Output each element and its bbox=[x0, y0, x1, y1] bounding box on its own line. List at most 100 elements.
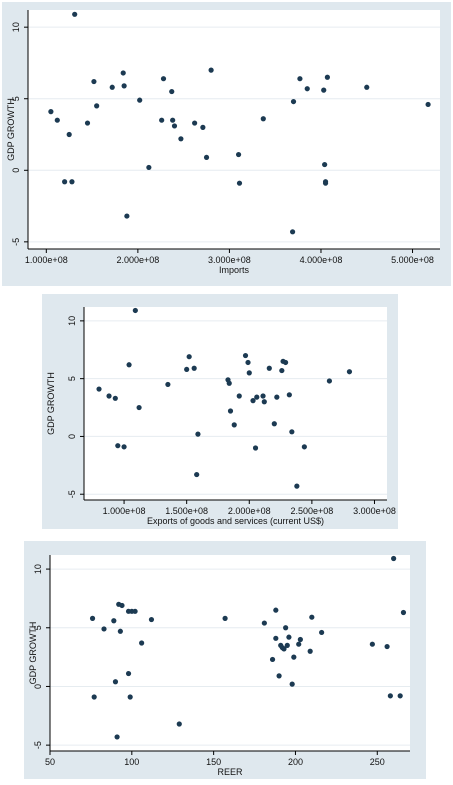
data-point bbox=[184, 366, 190, 373]
data-point bbox=[271, 421, 277, 427]
chart-panel-imports: -5 0 5 10 1.000e+08 2.000e+08 3.000e+08 4.000e+… bbox=[2, 2, 451, 286]
data-point bbox=[121, 444, 127, 450]
data-point bbox=[231, 422, 237, 428]
data-point bbox=[72, 11, 78, 17]
data-point bbox=[400, 609, 407, 616]
data-point bbox=[273, 635, 279, 641]
data-point bbox=[121, 83, 127, 89]
data-point bbox=[282, 359, 289, 366]
data-point bbox=[384, 643, 390, 650]
data-point bbox=[227, 408, 234, 414]
data-point bbox=[165, 381, 171, 388]
data-point bbox=[289, 681, 295, 687]
data-point bbox=[301, 444, 307, 450]
data-point bbox=[132, 608, 138, 614]
data-point bbox=[291, 654, 297, 660]
x-tick-label: 5.000e+08 bbox=[391, 255, 434, 265]
data-point bbox=[208, 67, 214, 73]
data-point bbox=[297, 76, 303, 82]
y-tick-label: -5 bbox=[33, 741, 43, 749]
y-axis-title: GDP GROWTH bbox=[46, 372, 56, 435]
data-point bbox=[132, 307, 138, 314]
data-point bbox=[425, 101, 431, 108]
y-tick-label: 10 bbox=[11, 22, 21, 32]
y-tick-label: 0 bbox=[33, 684, 43, 689]
data-point bbox=[319, 629, 325, 636]
data-point bbox=[391, 555, 397, 562]
y-tick-label: 0 bbox=[67, 434, 77, 439]
data-point bbox=[322, 161, 328, 168]
data-point bbox=[276, 673, 282, 679]
data-point bbox=[286, 392, 292, 398]
data-point bbox=[146, 164, 152, 171]
chart-imports: -5 0 5 10 1.000e+08 2.000e+08 3.000e+08 4.000e+… bbox=[6, 10, 440, 275]
y-axis-title: GDP GROWTH bbox=[28, 622, 38, 685]
data-point bbox=[297, 636, 303, 643]
data-point bbox=[322, 179, 329, 185]
data-point bbox=[273, 607, 279, 613]
y-tick-label: 5 bbox=[67, 376, 77, 381]
y-tick-label: 10 bbox=[67, 316, 77, 326]
chart-reer: -5 0 5 10 50 100 150 200 250 REER GDP GROWTH bbox=[28, 555, 410, 777]
data-point bbox=[91, 694, 97, 700]
data-point bbox=[274, 394, 280, 400]
x-tick-label: 1.000e+08 bbox=[103, 506, 146, 516]
data-point bbox=[296, 641, 302, 647]
data-point bbox=[171, 123, 178, 129]
y-tick-label: -5 bbox=[67, 490, 77, 498]
x-tick-label: 4.000e+08 bbox=[300, 255, 343, 265]
data-point bbox=[94, 103, 100, 109]
data-point bbox=[281, 646, 287, 652]
data-point bbox=[117, 628, 123, 634]
data-point bbox=[148, 616, 155, 623]
plot-area bbox=[50, 555, 410, 751]
data-point bbox=[112, 395, 118, 401]
data-point bbox=[369, 641, 375, 647]
data-point bbox=[261, 620, 267, 626]
data-point bbox=[387, 693, 393, 699]
data-point bbox=[266, 365, 272, 371]
x-axis-title: Exports of goods and services (current U… bbox=[147, 516, 324, 526]
data-point bbox=[114, 734, 120, 740]
data-point bbox=[364, 84, 370, 90]
data-point bbox=[120, 70, 126, 76]
data-point bbox=[326, 378, 333, 384]
x-tick-label: 3.000e+08 bbox=[353, 506, 396, 516]
data-point bbox=[252, 445, 259, 451]
data-point bbox=[309, 614, 315, 620]
data-point bbox=[261, 399, 267, 405]
data-point bbox=[69, 179, 75, 185]
data-point bbox=[246, 370, 252, 376]
data-point bbox=[200, 124, 206, 130]
data-point bbox=[96, 386, 102, 392]
data-point bbox=[89, 615, 96, 621]
data-point bbox=[191, 365, 197, 371]
data-point bbox=[290, 98, 297, 105]
data-point bbox=[125, 670, 132, 677]
data-point bbox=[112, 679, 119, 685]
data-point bbox=[119, 602, 125, 609]
data-point bbox=[284, 642, 290, 648]
data-point bbox=[286, 634, 292, 640]
data-point bbox=[235, 151, 242, 158]
data-point bbox=[304, 86, 310, 92]
y-tick-label: 0 bbox=[11, 168, 21, 173]
data-point bbox=[260, 116, 266, 122]
data-point bbox=[126, 362, 132, 368]
chart-panel-reer: -5 0 5 10 50 100 150 200 250 REER GDP GROWTH bbox=[24, 541, 426, 779]
data-point bbox=[307, 648, 313, 654]
data-point bbox=[324, 74, 330, 80]
data-point bbox=[137, 97, 143, 103]
data-point bbox=[84, 120, 91, 126]
data-point bbox=[115, 443, 121, 449]
x-tick-label: 250 bbox=[370, 757, 385, 767]
x-tick-label: 2.500e+08 bbox=[290, 506, 333, 516]
data-point bbox=[279, 367, 285, 374]
data-point bbox=[194, 471, 200, 478]
y-axis-title: GDP GROWTH bbox=[6, 98, 16, 161]
data-point bbox=[66, 131, 72, 138]
data-point bbox=[176, 721, 182, 727]
data-point bbox=[289, 429, 295, 435]
x-tick-label: 2.000e+08 bbox=[228, 506, 271, 516]
data-point bbox=[250, 398, 256, 404]
